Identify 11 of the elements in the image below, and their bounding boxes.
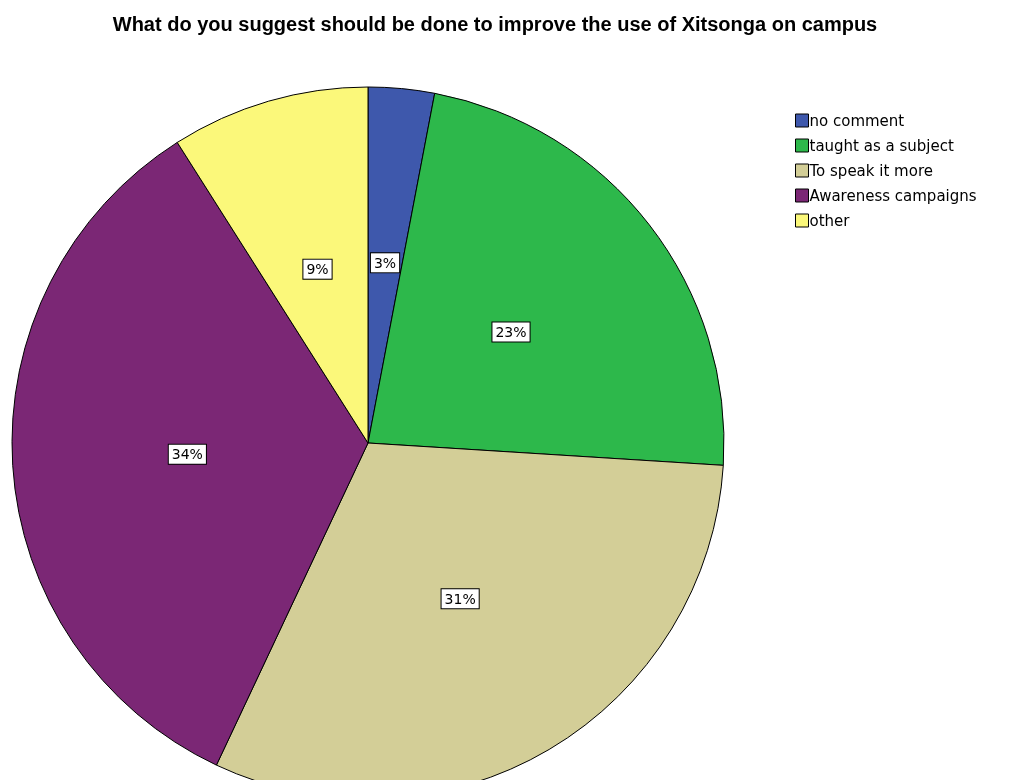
data-label: 23%	[495, 324, 527, 341]
legend-label: taught as a subject	[809, 136, 954, 155]
data-label: 9%	[306, 261, 329, 278]
data-label: 3%	[373, 254, 397, 271]
legend-label: Awareness campaigns	[809, 186, 977, 205]
legend-label: other	[809, 211, 851, 230]
chart-title: What do you suggest should be done to improve the use of Xitsonga on campus	[112, 13, 878, 35]
legend-label: To speak it more	[808, 161, 933, 180]
legend-label: no comment	[809, 111, 905, 130]
data-label: 31%	[444, 590, 476, 607]
data-label: 34%	[171, 446, 203, 463]
